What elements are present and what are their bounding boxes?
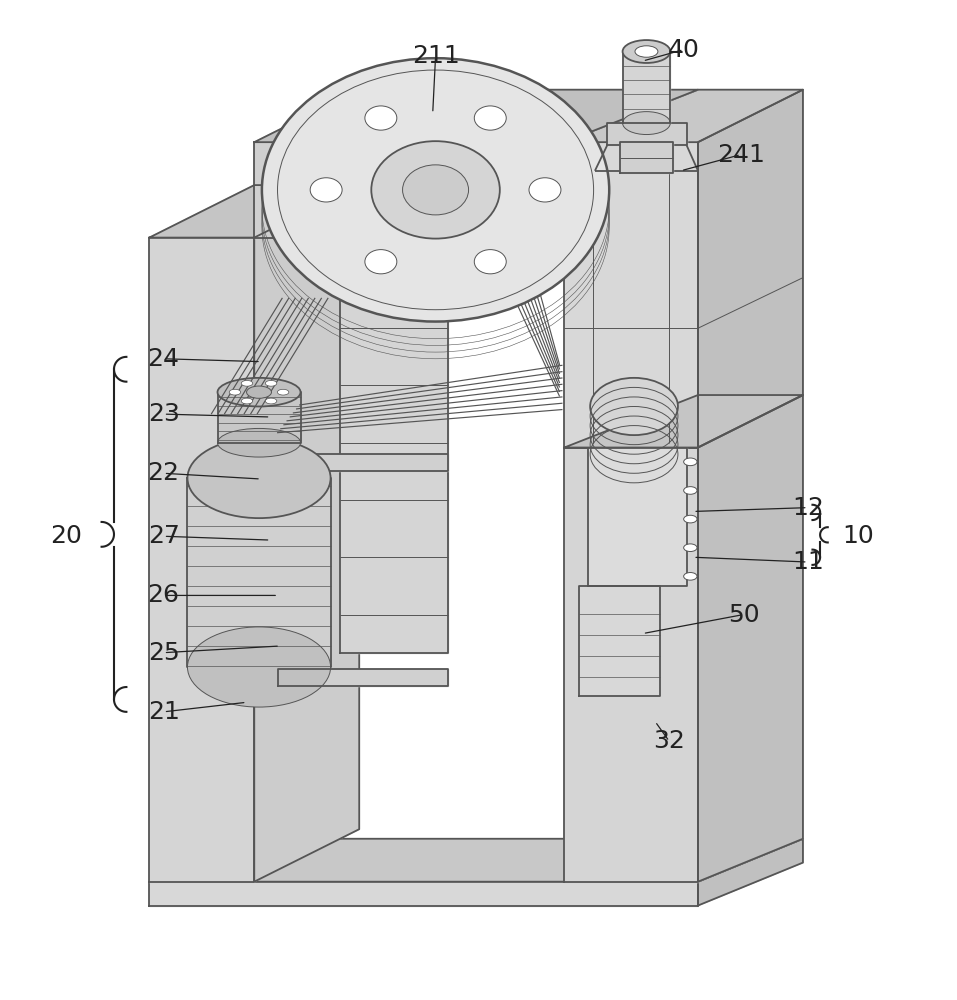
Text: 21: 21: [147, 700, 180, 724]
Ellipse shape: [265, 380, 277, 386]
Ellipse shape: [590, 378, 678, 435]
Polygon shape: [589, 448, 686, 586]
Text: 50: 50: [728, 603, 760, 627]
Ellipse shape: [188, 627, 330, 707]
Ellipse shape: [623, 112, 670, 135]
Ellipse shape: [403, 165, 469, 215]
Ellipse shape: [265, 398, 277, 404]
Text: 22: 22: [147, 461, 180, 485]
Polygon shape: [149, 882, 698, 906]
Text: 12: 12: [791, 496, 824, 520]
Text: 27: 27: [147, 524, 180, 548]
Polygon shape: [278, 454, 448, 471]
Ellipse shape: [683, 544, 697, 552]
Polygon shape: [579, 586, 659, 696]
Ellipse shape: [241, 380, 253, 386]
Polygon shape: [698, 395, 803, 882]
Polygon shape: [217, 392, 300, 443]
Text: 32: 32: [654, 729, 685, 753]
Polygon shape: [278, 669, 448, 686]
Text: 20: 20: [51, 524, 82, 548]
Ellipse shape: [278, 389, 289, 395]
Text: 25: 25: [147, 641, 180, 665]
Polygon shape: [565, 395, 803, 448]
Polygon shape: [698, 839, 803, 906]
Ellipse shape: [623, 40, 670, 63]
Ellipse shape: [365, 106, 397, 130]
Ellipse shape: [475, 106, 506, 130]
Polygon shape: [620, 142, 673, 173]
Ellipse shape: [475, 250, 506, 274]
Polygon shape: [255, 142, 565, 238]
Ellipse shape: [310, 178, 342, 202]
Polygon shape: [255, 185, 359, 882]
Polygon shape: [565, 90, 803, 142]
Polygon shape: [149, 839, 803, 882]
Ellipse shape: [365, 250, 397, 274]
Ellipse shape: [683, 458, 697, 466]
Text: 40: 40: [668, 38, 700, 62]
Polygon shape: [149, 238, 255, 882]
Polygon shape: [623, 52, 670, 123]
Polygon shape: [340, 238, 448, 653]
Polygon shape: [149, 185, 359, 238]
Ellipse shape: [262, 58, 610, 322]
Polygon shape: [565, 142, 698, 448]
Polygon shape: [188, 478, 330, 667]
Text: 10: 10: [842, 524, 874, 548]
Ellipse shape: [529, 178, 561, 202]
Ellipse shape: [230, 389, 240, 395]
Polygon shape: [255, 90, 698, 142]
Text: 23: 23: [147, 402, 180, 426]
Ellipse shape: [683, 487, 697, 494]
Text: 241: 241: [717, 143, 765, 167]
Ellipse shape: [683, 573, 697, 580]
Text: 24: 24: [147, 347, 180, 371]
Ellipse shape: [188, 438, 330, 518]
Ellipse shape: [241, 398, 253, 404]
Text: 26: 26: [147, 583, 180, 607]
Ellipse shape: [247, 386, 272, 398]
Ellipse shape: [635, 46, 657, 57]
Ellipse shape: [371, 141, 500, 239]
Ellipse shape: [217, 378, 300, 406]
Polygon shape: [698, 90, 803, 448]
Ellipse shape: [683, 515, 697, 523]
Polygon shape: [340, 185, 553, 238]
Polygon shape: [608, 123, 686, 145]
Text: 11: 11: [791, 550, 824, 574]
Polygon shape: [565, 448, 698, 882]
Text: 211: 211: [412, 44, 459, 68]
Ellipse shape: [217, 428, 300, 457]
